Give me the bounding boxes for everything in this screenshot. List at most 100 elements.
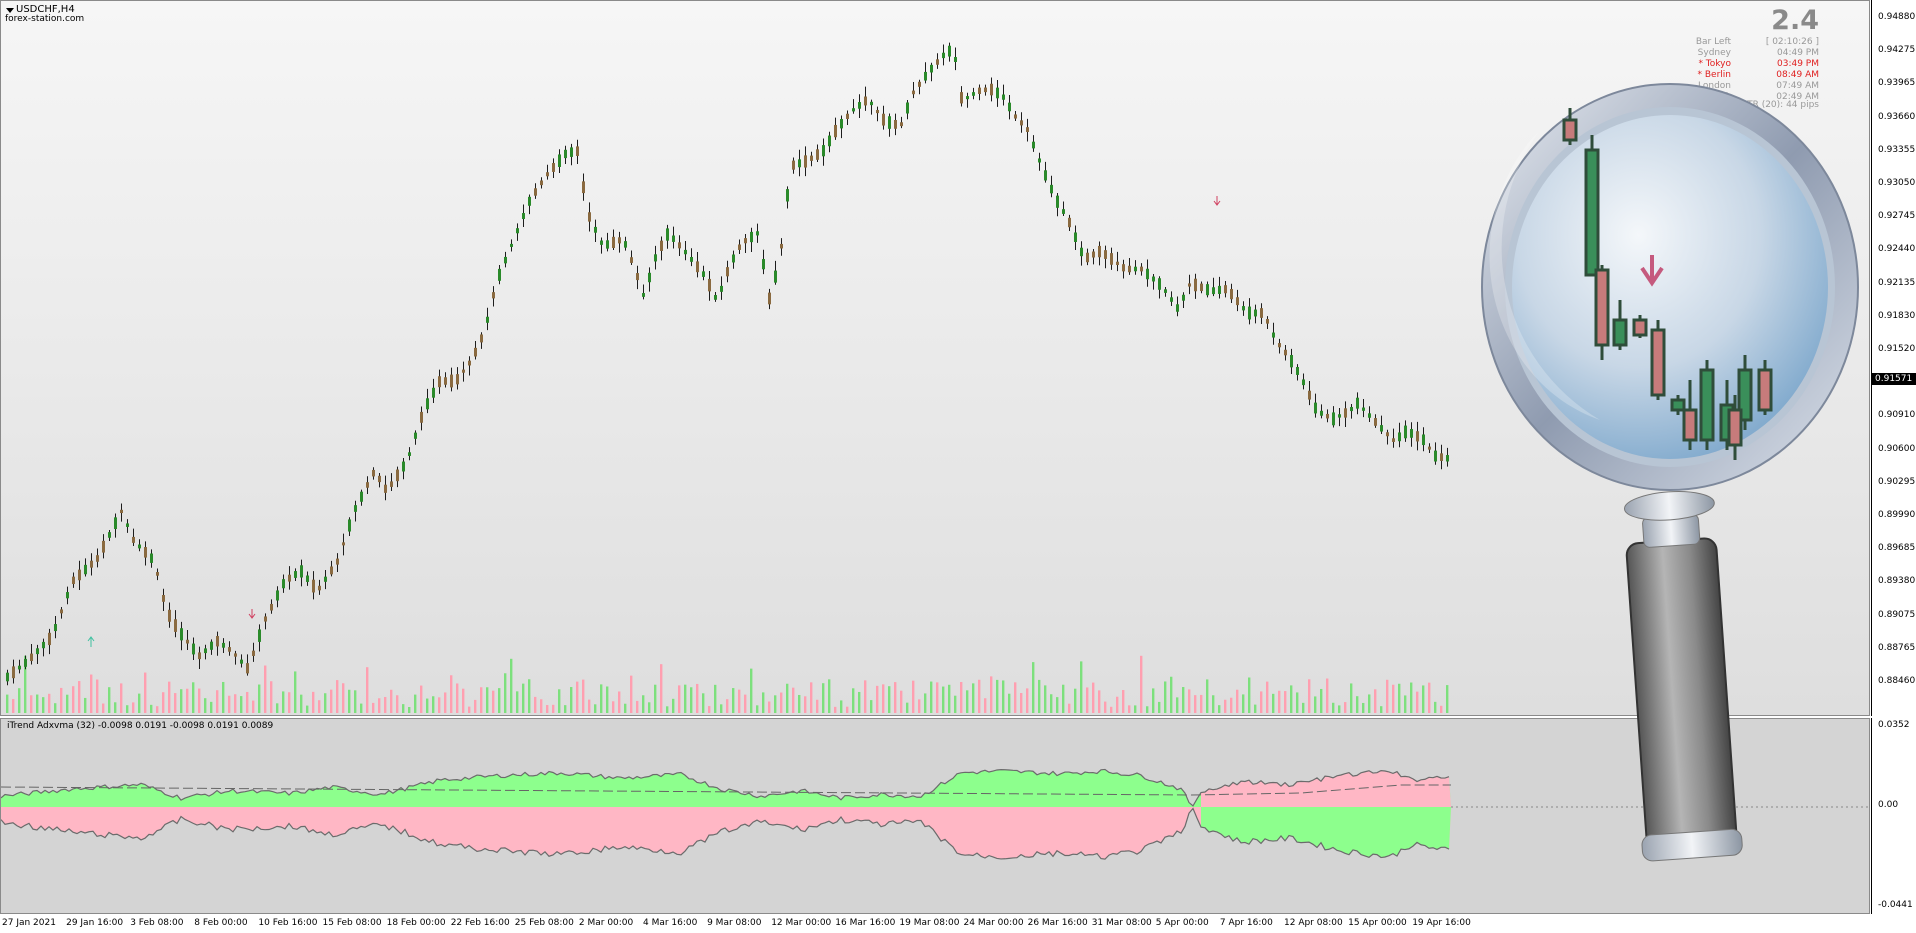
time-axis-label: 12 Mar 00:00	[771, 918, 832, 928]
candle-body	[234, 653, 237, 657]
volume-bar	[582, 679, 585, 713]
volume-bar	[696, 683, 699, 713]
session-name: Sydney	[1697, 48, 1731, 58]
candle-body	[918, 81, 921, 87]
volume-bar	[1080, 661, 1083, 713]
candle-body	[96, 555, 99, 562]
volume-bar	[1386, 679, 1389, 713]
session-name: Bar Left	[1695, 37, 1731, 47]
candle-body	[1404, 425, 1407, 439]
candle-body	[324, 576, 327, 582]
candle-body	[996, 87, 999, 99]
volume-bar	[30, 695, 33, 713]
candle-body	[1032, 141, 1035, 149]
volume-bar	[786, 683, 789, 713]
time-axis-label: 3 Feb 08:00	[130, 918, 184, 928]
volume-bar	[1038, 679, 1041, 713]
candle-body	[252, 650, 255, 656]
candle-body	[738, 244, 741, 250]
candles	[6, 42, 1449, 686]
candle-body	[216, 636, 219, 647]
time-axis-label: 12 Apr 08:00	[1284, 918, 1343, 928]
volume-bar	[420, 685, 423, 713]
candle-body	[222, 642, 225, 648]
volume-bar	[1104, 701, 1107, 713]
adxvma-plot	[1, 768, 1871, 860]
candle-body	[1302, 379, 1305, 386]
candle-body	[450, 374, 453, 388]
candle-body	[834, 124, 837, 138]
volume-bar	[450, 675, 453, 713]
volume-bar	[438, 697, 441, 713]
volume-bar	[1260, 691, 1263, 713]
candle-body	[888, 116, 891, 129]
chart-menu-triangle-icon[interactable]	[6, 8, 14, 13]
indicator-panel[interactable]: iTrend Adxvma (32) -0.0098 0.0191 -0.009…	[0, 718, 1871, 914]
volume-bar	[366, 667, 369, 713]
candle-body	[960, 92, 963, 104]
candle-body	[1362, 407, 1365, 411]
volume-bar	[162, 692, 165, 713]
adx-lower-line	[1, 807, 1450, 860]
price-scale-label: 0.90910	[1878, 410, 1916, 421]
volume-bar	[1326, 678, 1329, 713]
volume-bar	[948, 684, 951, 713]
candle-body	[1134, 266, 1137, 272]
volume-bar	[228, 695, 231, 713]
candle-body	[696, 261, 699, 273]
volume-bar	[858, 691, 861, 713]
candle-body	[354, 505, 357, 512]
candle-body	[12, 666, 15, 679]
candle-body	[348, 519, 351, 532]
volume-bar	[1332, 702, 1335, 713]
price-chart-panel[interactable]: USDCHF,H4 forex-station.com 2.4 Bar Left…	[0, 0, 1870, 716]
volume-bar	[126, 705, 129, 713]
time-axis-label: 27 Jan 2021	[2, 918, 56, 928]
volume-bar	[894, 682, 897, 713]
volume-bar	[966, 690, 969, 713]
volume-bar	[528, 679, 531, 713]
current-price-tag: 0.91571	[1872, 373, 1916, 385]
candle-body	[1176, 304, 1179, 312]
candle-body	[984, 87, 987, 93]
candle-body	[102, 540, 105, 553]
candle-body	[858, 102, 861, 109]
indicator-scale[interactable]: 0.0352 0.00 -0.0441	[1871, 718, 1916, 914]
candle-body	[558, 154, 561, 167]
candle-body	[78, 569, 81, 581]
volume-bar	[588, 699, 591, 713]
candle-body	[1002, 94, 1005, 100]
price-scale-label: 0.92440	[1878, 244, 1916, 255]
candle-body	[1326, 413, 1329, 419]
sell-arrow-icon	[248, 609, 256, 619]
volume-bar	[732, 688, 735, 713]
volume-bar	[1392, 684, 1395, 713]
time-axis[interactable]: 27 Jan 2021 29 Jan 16:00 3 Feb 08:00 8 Feb …	[0, 914, 1916, 933]
price-scale[interactable]: 0.94880 0.94275 0.93965 0.93660 0.93355 0.930…	[1871, 0, 1916, 716]
volume-bar	[1296, 692, 1299, 713]
candle-body	[1206, 284, 1209, 296]
candle-body	[714, 295, 717, 300]
volume-bar	[1278, 690, 1281, 713]
volume-bar	[1014, 682, 1017, 713]
volume-bar	[1074, 688, 1077, 713]
signal-arrows	[87, 196, 1221, 647]
candle-body	[798, 159, 801, 168]
volume-bar	[1068, 703, 1071, 713]
volume-bar	[24, 655, 27, 713]
volume-bar	[1188, 689, 1191, 713]
volume-bar	[564, 705, 567, 713]
candle-body	[924, 71, 927, 81]
candle-body	[1380, 425, 1383, 432]
candle-body	[900, 122, 903, 127]
candle-body	[510, 243, 513, 247]
volume-bar	[1116, 696, 1119, 713]
candle-body	[534, 188, 537, 196]
candle-body	[1416, 431, 1419, 442]
volume-bar	[924, 693, 927, 713]
candle-body	[444, 377, 447, 385]
candle-body	[1062, 209, 1065, 214]
volume-bar	[936, 682, 939, 713]
candle-body	[576, 146, 579, 156]
